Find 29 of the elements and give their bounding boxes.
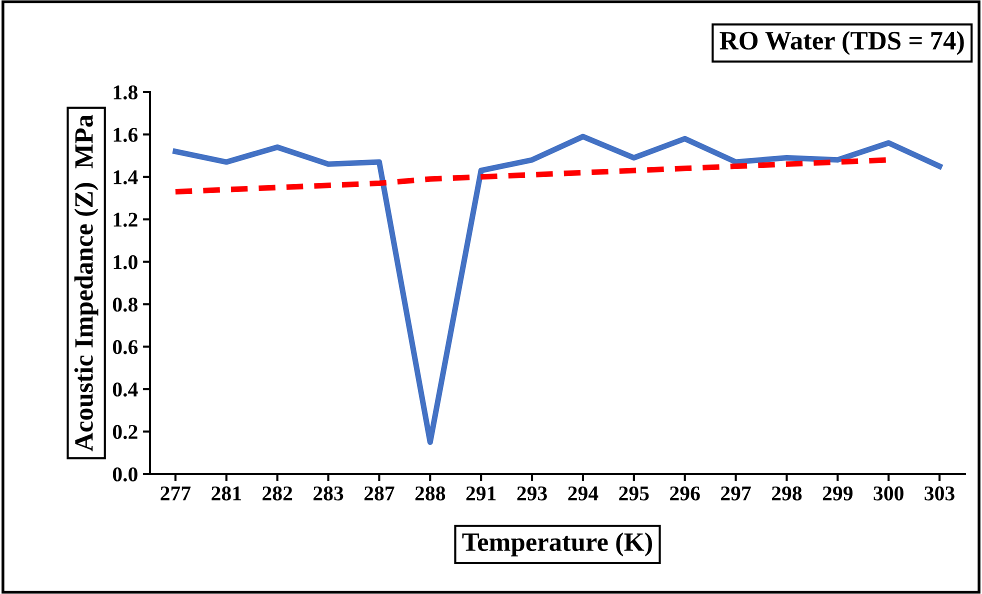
x-axis-title: Temperature (K) [462, 532, 652, 556]
chart-title: RO Water (TDS = 74) [720, 31, 964, 55]
x-tick-label: 299 [822, 486, 853, 500]
x-tick-label: 288 [415, 486, 446, 500]
x-tick-label: 296 [670, 486, 700, 500]
x-tick-label: 287 [364, 486, 394, 500]
y-tick-label: 1.2 [114, 212, 138, 227]
x-tick-label: 282 [262, 486, 292, 500]
x-tick-label: 283 [314, 486, 344, 500]
y-tick-label: 0.4 [112, 382, 138, 397]
x-tick-label: 297 [721, 486, 751, 500]
x-tick-label: 291 [466, 486, 496, 500]
y-tick-label: 1.0 [114, 255, 138, 270]
x-tick-label: 277 [160, 486, 191, 500]
x-tick-label: 293 [517, 486, 547, 500]
x-tick-label: 300 [874, 486, 904, 500]
y-tick-label: 1.6 [114, 128, 138, 142]
y-tick-label: 1.8 [114, 85, 138, 100]
x-tick-label: 281 [212, 486, 241, 500]
x-tick-label: 298 [772, 486, 802, 500]
y-tick-label: 1.4 [114, 170, 138, 184]
y-tick-label: 0.2 [112, 424, 138, 440]
x-tick-label: 303 [924, 486, 954, 500]
x-tick-label: 294 [568, 486, 598, 500]
x-tick-label: 295 [619, 486, 649, 500]
y-tick-label: 0.0 [112, 467, 138, 482]
y-tick-label: 0.6 [112, 340, 138, 354]
y-axis-title: Acoustic Impedance (Z) MPa [74, 114, 98, 452]
y-tick-label: 0.8 [112, 298, 138, 312]
